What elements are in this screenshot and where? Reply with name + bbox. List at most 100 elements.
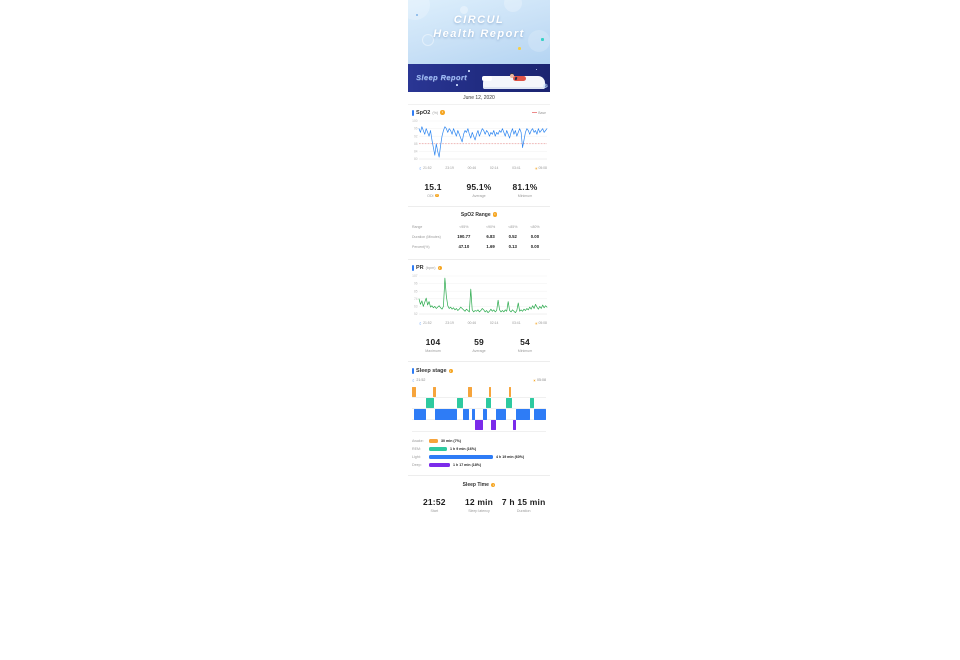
x-tick-text: 05:08 — [538, 321, 547, 326]
x-tick-label: 02:14 — [490, 166, 499, 170]
info-icon[interactable]: i — [490, 482, 496, 488]
range-cell-value: 1.69 — [486, 244, 495, 250]
info-icon[interactable]: i — [435, 193, 439, 198]
bed-illustration — [483, 76, 545, 89]
stat-value: 12 min — [464, 496, 494, 507]
spo2-range-section: SpO2 Range i Range <95% <90% <85% <80% Durati… — [408, 207, 550, 260]
stat-label: Minimum — [502, 194, 548, 198]
svg-text:96: 96 — [414, 126, 418, 130]
sleep-time-title-text: Sleep Time — [462, 481, 489, 488]
person-illustration — [510, 74, 514, 78]
star-icon — [468, 70, 470, 72]
pr-unit: (bpm) — [425, 265, 436, 270]
moon-icon: ☾ — [419, 320, 423, 326]
info-icon[interactable]: i — [437, 265, 443, 271]
stat-label-text: Sleep latency — [468, 508, 490, 513]
svg-text:80: 80 — [414, 157, 418, 161]
stat-value: 21:52 — [422, 496, 446, 507]
stat-value: 81.1% — [512, 181, 538, 192]
moon-icon: ☾ — [412, 377, 416, 383]
stat-label-text: Minimum — [517, 193, 533, 198]
info-icon[interactable]: i — [492, 212, 498, 217]
x-tick-label: ☀ 05:08 — [534, 166, 547, 171]
stat-value: 7 h 15 min — [501, 496, 546, 507]
sleep-stage-bar-awake — [433, 386, 436, 397]
stat-label-text: Maximum — [425, 348, 441, 353]
legend-color-bar — [429, 447, 447, 451]
legend-duration-text: 4 h 19 min (60%) — [496, 454, 525, 459]
sleep-stage-bar-light — [463, 408, 469, 420]
legend-row-rem: REM: 1 h 9 min (16%) — [412, 445, 546, 453]
stat-value: 104 — [425, 336, 441, 347]
sleep-stage-hypnogram — [412, 386, 546, 432]
pr-section: PR (bpm) i 107 96 85 74 63 52 ☾ 21:52 23:19 00:4… — [408, 260, 550, 330]
range-column-header: <95% — [459, 225, 469, 230]
spo2-title: SpO2 — [416, 109, 431, 116]
x-tick-label: ☾ 21:52 — [419, 321, 432, 326]
spo2-baseline-legend: Base — [531, 111, 546, 115]
range-cell-value: 0.52 — [508, 234, 517, 240]
x-tick-label: ☾ 21:52 — [419, 166, 432, 171]
x-tick-label: 23:19 — [445, 166, 454, 170]
x-tick-label: 00:46 — [468, 321, 477, 325]
sleep-stage-bar-rem — [426, 397, 434, 408]
range-cell-value: 0.13 — [508, 244, 517, 250]
spo2-range-title: SpO2 Range i — [412, 212, 546, 218]
legend-stage-label: REM: — [412, 446, 421, 451]
star-icon — [536, 69, 537, 70]
svg-text:85: 85 — [414, 289, 418, 293]
svg-text:96: 96 — [414, 282, 418, 286]
decor-dot — [541, 38, 544, 41]
banner-title: Sleep Report — [416, 73, 468, 82]
range-table-header-row: Range <95% <90% <85% <80% — [412, 223, 546, 232]
spo2-stat-minimum: 81.1% Minimum — [502, 182, 548, 198]
range-cell-value: 190.77 — [457, 234, 471, 240]
svg-text:100: 100 — [412, 119, 418, 123]
x-tick-text: 03:41 — [512, 166, 521, 170]
stat-label: Minimum — [502, 349, 548, 353]
info-icon[interactable]: i — [440, 110, 445, 115]
sleep-stage-bar-light — [516, 408, 531, 420]
x-tick-text: 05:08 — [538, 166, 547, 170]
hypnogram-gridline — [412, 397, 546, 399]
sleep-time-section: Sleep Time i 21:52 Start 12 min Sleep laten… — [408, 476, 550, 530]
stat-label: Average — [456, 194, 502, 198]
section-accent-bar — [412, 109, 414, 116]
range-column-header: <90% — [485, 225, 496, 230]
hypnogram-gridline — [412, 408, 546, 410]
stat-label-text: Average — [472, 348, 486, 353]
spo2-chart: 100 96 92 88 84 80 — [412, 119, 548, 161]
sleep-time-title: Sleep Time i — [410, 482, 548, 488]
range-row-label: Percent(%) — [412, 244, 430, 249]
sleep-stage-bar-rem — [505, 397, 513, 408]
svg-text:52: 52 — [414, 312, 418, 316]
range-column-header: <85% — [508, 225, 518, 230]
stat-label: Average — [456, 349, 502, 353]
sleep-stage-bar-awake — [488, 386, 491, 397]
sleep-stage-times: ☾ 21:52 ☀ 05:08 — [408, 376, 550, 384]
legend-duration-text: 1 h 9 min (16%) — [450, 446, 477, 451]
sleep-stage-bar-light — [495, 408, 506, 420]
sleep-time-stat-sleep-latency: 12 min Sleep latency — [457, 497, 502, 513]
snowflake-icon: ❆ — [542, 84, 548, 90]
baseline-dash-icon — [531, 112, 537, 113]
section-accent-bar — [412, 264, 414, 271]
range-column-header: <80% — [530, 225, 540, 230]
sleep-time-stat-start: 21:52 Start — [412, 497, 457, 513]
spo2-unit: (%) — [432, 110, 439, 115]
legend-row-deep: Deep: 1 h 17 min (18%) — [412, 461, 546, 469]
pillow-illustration — [482, 76, 492, 81]
decor-dot — [416, 14, 418, 16]
decor-bubble — [528, 30, 550, 52]
spo2-header: SpO2 (%) i Base — [408, 108, 550, 118]
info-icon[interactable]: i — [448, 368, 454, 374]
sleep-end-label: 05:08 — [537, 378, 546, 383]
stat-label: Duration — [501, 509, 546, 513]
legend-color-bar — [429, 439, 438, 443]
x-tick-text: 00:46 — [467, 321, 477, 326]
stat-label-text: Duration — [516, 508, 531, 513]
pr-title: PR — [416, 264, 424, 271]
sleep-stage-section: Sleep stage i ☾ 21:52 ☀ 05:08 Awake: 30 m… — [408, 362, 550, 476]
x-tick-label: 03:41 — [512, 321, 521, 325]
spo2-section: SpO2 (%) i Base 100 96 92 88 84 80 ☾ 21:52 23:1… — [408, 105, 550, 175]
